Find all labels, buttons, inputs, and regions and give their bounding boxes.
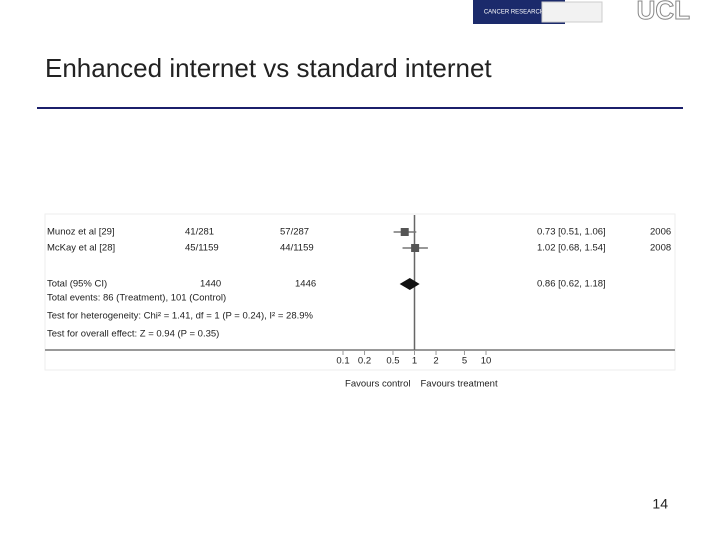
x-tick-label: 10: [481, 356, 492, 367]
cell-text: 1440: [200, 279, 221, 290]
cell-text: Test for overall effect: Z = 0.94 (P = 0…: [47, 329, 219, 340]
page-number: 14: [652, 496, 668, 512]
estimate-square: [411, 244, 420, 252]
cell-text: 1.02 [0.68, 1.54]: [537, 243, 606, 254]
x-tick-label: 5: [462, 356, 467, 367]
cell-text: 2006: [650, 227, 671, 238]
logo-text: CANCER RESEARCH UK: [484, 10, 554, 16]
estimate-square: [400, 228, 409, 236]
slide-title: Enhanced internet vs standard internet: [45, 53, 492, 83]
x-tick-label: 0.2: [358, 356, 371, 367]
x-tick-label: 0.1: [336, 356, 349, 367]
cell-text: Total (95% CI): [47, 279, 107, 290]
cell-text: 45/1159: [185, 243, 219, 254]
cell-text: 57/287: [280, 227, 309, 238]
cell-text: 44/1159: [280, 243, 314, 254]
x-tick-label: 0.5: [386, 356, 399, 367]
cell-text: 2008: [650, 243, 671, 254]
cell-text: 0.86 [0.62, 1.18]: [537, 279, 606, 290]
cell-text: Total events: 86 (Treatment), 101 (Contr…: [47, 293, 226, 304]
cell-text: 41/281: [185, 227, 214, 238]
plot-panel: [44, 213, 676, 371]
x-label: Favours treatment: [421, 379, 498, 390]
logo-text: UCL: [637, 0, 691, 25]
logo-box: [541, 1, 603, 23]
x-tick-label: 2: [433, 356, 438, 367]
cell-text: Test for heterogeneity: Chi² = 1.41, df …: [47, 311, 314, 322]
cell-text: McKay et al [28]: [47, 243, 115, 254]
cell-text: 1446: [295, 279, 316, 290]
x-label: Favours control: [345, 379, 410, 390]
cell-text: Munoz et al [29]: [47, 227, 115, 238]
x-tick-label: 1: [412, 356, 417, 367]
total-diamond: [399, 278, 420, 290]
cell-text: 0.73 [0.51, 1.06]: [537, 227, 606, 238]
